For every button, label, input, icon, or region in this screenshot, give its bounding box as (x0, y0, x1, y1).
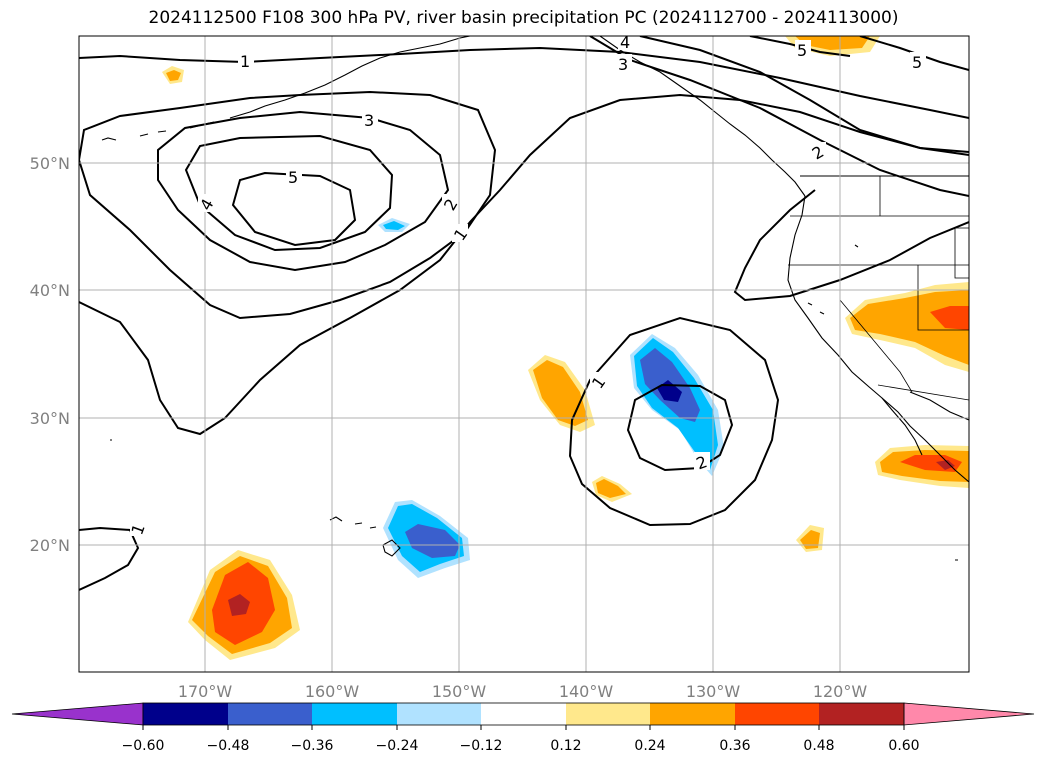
colorbar-bin (650, 703, 735, 725)
precip-patch (533, 360, 588, 426)
precip-patch (596, 479, 626, 498)
precip-patch (930, 306, 969, 330)
coastlines (101, 36, 969, 561)
colorbar-extend-high (903, 702, 1035, 726)
lon-tick-label: 150°W (432, 682, 487, 701)
colorbar-tick-label: 0.12 (550, 738, 581, 754)
contour-label: 3 (364, 111, 374, 130)
contour-label: 1 (240, 52, 250, 71)
lon-tick-label: 120°W (813, 682, 868, 701)
lat-tick-label: 30°N (30, 409, 70, 428)
colorbar-tick-label: −0.12 (460, 738, 503, 754)
colorbar-tick-label: −0.24 (376, 738, 419, 754)
chart-title: 2024112500 F108 300 hPa PV, river basin … (148, 8, 899, 28)
colorbar-tick-label: −0.48 (207, 738, 250, 754)
colorbar-tick-label: 0.48 (803, 738, 834, 754)
colorbar-tick-label: −0.36 (291, 738, 334, 754)
contour-label: 3 (618, 55, 628, 74)
contour-label: 5 (912, 53, 922, 72)
colorbar-bin (566, 703, 650, 725)
precip-patches (162, 36, 969, 660)
colorbar-bin (735, 703, 819, 725)
contour-labels: 1 3 5 4 2 1 5 5 3 4 2 1 2 1 (127, 33, 926, 537)
lon-tick-label: 130°W (686, 682, 741, 701)
colorbar-tick-label: −0.60 (122, 738, 165, 754)
precip-patch (166, 70, 181, 81)
colorbar-bin (397, 703, 481, 725)
pv-contours (79, 36, 969, 591)
colorbar: −0.60 −0.48 −0.36 −0.24 −0.12 0.12 0.24 … (11, 702, 1035, 754)
lat-tick-label: 20°N (30, 536, 70, 555)
lon-tick-label: 140°W (559, 682, 614, 701)
colorbar-tick-label: 0.60 (888, 738, 919, 754)
colorbar-bin (228, 703, 312, 725)
graticule (79, 36, 969, 672)
precip-patch (795, 36, 870, 50)
colorbar-bin (481, 703, 566, 725)
map-frame (78, 35, 970, 673)
contour-label: 4 (620, 33, 630, 52)
lon-axis-labels: 170°W 160°W 150°W 140°W 130°W 120°W (178, 682, 868, 701)
contour-label: 5 (797, 41, 807, 60)
colorbar-bin (312, 703, 397, 725)
lon-tick-label: 170°W (178, 682, 233, 701)
colorbar-tick-label: 0.36 (719, 738, 750, 754)
precip-patch (936, 460, 955, 470)
lat-tick-label: 40°N (30, 281, 70, 300)
lon-tick-label: 160°W (305, 682, 360, 701)
colorbar-bin (143, 703, 228, 725)
precip-patch (850, 290, 969, 365)
precip-patch (405, 524, 460, 558)
lat-tick-label: 50°N (30, 154, 70, 173)
precip-patch (228, 594, 250, 616)
contour-label: 5 (288, 168, 298, 187)
lat-axis-labels: 50°N 40°N 30°N 20°N (30, 154, 70, 555)
colorbar-tick-label: 0.24 (634, 738, 665, 754)
precip-patch (800, 530, 820, 549)
precip-patch (383, 221, 405, 230)
colorbar-extend-low (11, 702, 144, 726)
colorbar-bin (819, 703, 904, 725)
